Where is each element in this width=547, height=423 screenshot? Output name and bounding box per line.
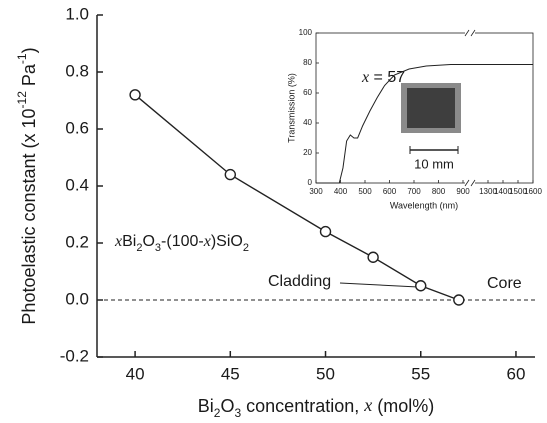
y-tick-label: -0.2	[60, 346, 89, 365]
y-tick-label: 1.0	[65, 4, 89, 23]
x-tick-label: 50	[316, 364, 335, 383]
axis-break-gap	[465, 180, 475, 186]
formula-part: O	[142, 233, 154, 250]
inset-y-label: Transmission (%)	[286, 73, 296, 143]
formula-part: 3	[155, 242, 161, 254]
inset-x-tick-label: 600	[383, 187, 397, 196]
inset-y-tick-label: 0	[308, 178, 313, 187]
scale-bar-label: 10 mm	[414, 156, 454, 171]
y-label-part: )	[19, 47, 39, 53]
axis-break	[464, 179, 470, 187]
y-label-part: Pa	[19, 63, 39, 91]
inset-y-tick-label: 80	[303, 58, 312, 67]
data-point	[319, 225, 332, 238]
formula-part: 2	[136, 242, 142, 254]
y-tick-label: 0.0	[65, 289, 89, 308]
y-tick-label: 0.2	[65, 232, 89, 251]
y-axis-label: Photoelastic constant (x 10-12 Pa-1)	[15, 47, 39, 324]
formula-part: x	[114, 233, 122, 250]
data-point	[415, 280, 427, 292]
x-label-part: 3	[234, 406, 241, 420]
axis-break	[470, 179, 476, 187]
axis-break	[464, 29, 470, 37]
formula-part: 2	[243, 242, 249, 254]
x-tick-label: 40	[126, 364, 145, 383]
inset-y-tick-label: 100	[299, 28, 313, 37]
x-tick-label: 60	[506, 364, 525, 383]
inset-x-label: Wavelength (nm)	[390, 200, 458, 210]
data-point	[453, 294, 465, 306]
data-point	[129, 89, 141, 101]
data-point	[367, 251, 379, 263]
inset-x-tick-label: 1600	[524, 187, 542, 196]
x-label-part: (mol%)	[372, 396, 434, 416]
x-label-part: x	[363, 395, 372, 415]
formula-part: x	[203, 233, 211, 250]
core-label: Core	[487, 275, 522, 292]
y-label-part: -12	[15, 91, 29, 109]
inset-x-tick-label: 700	[407, 187, 421, 196]
inset-x-tick-label: 1500	[509, 187, 527, 196]
cladding-label: Cladding	[268, 273, 331, 290]
inset-x-tick-label: 1400	[494, 187, 512, 196]
formula-part: Bi	[122, 233, 136, 250]
inset-x-tick-label: 300	[309, 187, 323, 196]
formula-part: -(100-	[161, 233, 204, 250]
inset-y-tick-label: 60	[303, 88, 312, 97]
inset-annotation-part: = 57	[369, 69, 405, 86]
x-tick-label: 45	[221, 364, 240, 383]
y-label-part: Photoelastic constant (x 10	[19, 108, 39, 324]
inset: Transmission (%) Wavelength (nm) x = 57 …	[278, 24, 542, 216]
inset-x-tick-label: 400	[334, 187, 348, 196]
cladding-leader	[339, 282, 419, 288]
inset-x-tick-label: 1300	[479, 187, 497, 196]
inset-x-tick-label: 500	[358, 187, 372, 196]
inset-y-tick-label: 40	[303, 118, 312, 127]
data-point	[224, 168, 237, 181]
y-tick-label: 0.4	[65, 175, 89, 194]
inset-x-tick-label: 900	[456, 187, 470, 196]
formula-annotation: xBi2O3-(100-x)SiO2	[114, 233, 249, 254]
y-label-part: -1	[15, 53, 29, 64]
inset-frame	[315, 32, 534, 184]
x-axis-label: Bi2O3 concentration, x (mol%)	[198, 395, 434, 420]
x-tick-label: 55	[411, 364, 430, 383]
x-label-part: 2	[214, 406, 221, 420]
sample-photo-inner	[407, 88, 455, 128]
inset-x-tick-label: 800	[432, 187, 446, 196]
formula-part: )SiO	[211, 233, 243, 250]
y-tick-label: 0.8	[65, 61, 89, 80]
x-label-part: concentration,	[241, 396, 364, 416]
data-line	[316, 64, 533, 184]
x-label-part: Bi	[198, 396, 214, 416]
axis-break-gap	[465, 30, 475, 36]
data-line	[134, 94, 460, 301]
inset-y-tick-label: 20	[303, 148, 312, 157]
x-label-part: O	[220, 396, 234, 416]
axis-break	[470, 29, 476, 37]
inset-annotation-part: x	[361, 69, 369, 86]
y-tick-label: 0.6	[65, 118, 89, 137]
inset-annotation: x = 57	[361, 69, 405, 87]
